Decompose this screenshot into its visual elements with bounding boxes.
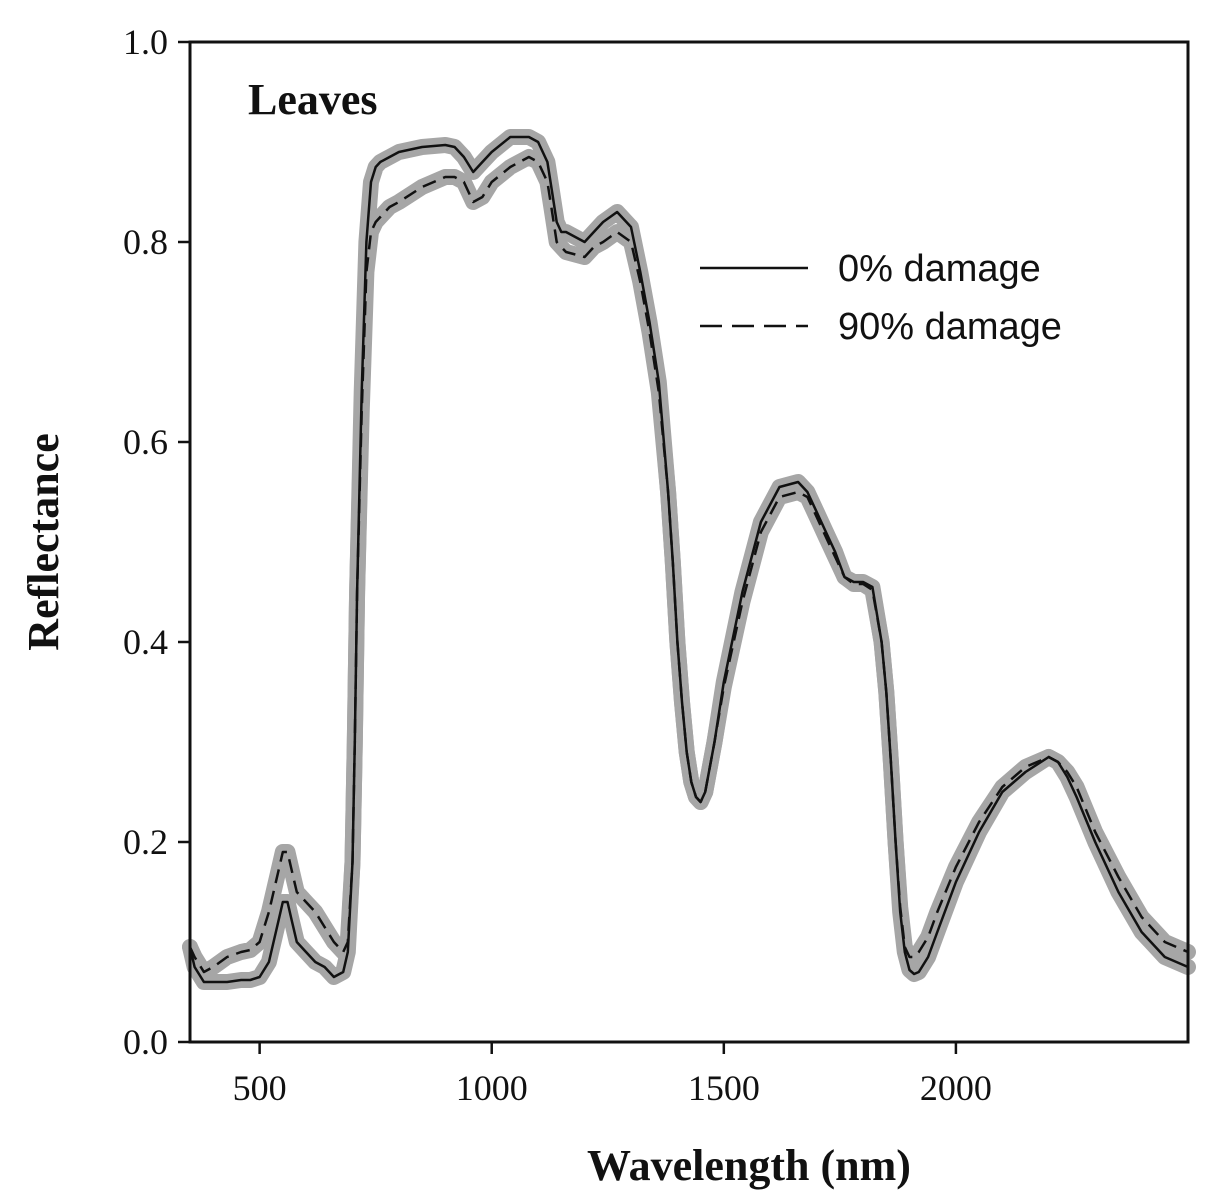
legend-label-1: 90% damage [838,306,1062,348]
y-tick-label: 0.4 [123,622,168,662]
x-tick-label: 1000 [456,1068,528,1108]
legend-label-0: 0% damage [838,248,1041,290]
y-tick-label: 0.8 [123,222,168,262]
y-axis-ticks: 0.0 0.2 0.4 0.6 0.8 1.0 [123,22,190,1062]
y-tick-label: 1.0 [123,22,168,62]
legend: 0% damage 90% damage [700,248,1062,348]
series-line-1 [188,155,1189,974]
x-tick-label: 500 [233,1068,287,1108]
panel-label: Leaves [248,75,378,124]
y-tick-label: 0.0 [123,1022,168,1062]
y-tick-label: 0.2 [123,822,168,862]
x-tick-label: 1500 [688,1068,760,1108]
x-tick-label: 2000 [920,1068,992,1108]
series-lines [188,135,1189,984]
y-axis-label: Reflectance [19,433,68,650]
series-line-0 [188,135,1189,984]
x-axis-label: Wavelength (nm) [587,1141,911,1190]
plot-frame [188,40,1190,1044]
y-tick-label: 0.6 [123,422,168,462]
x-axis-ticks: 500 1000 1500 2000 [233,1042,992,1108]
